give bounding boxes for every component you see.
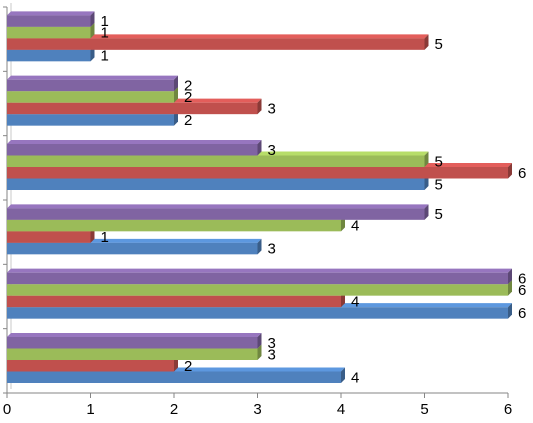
bar bbox=[7, 307, 508, 319]
data-label: 4 bbox=[351, 218, 359, 235]
data-label: 4 bbox=[351, 369, 359, 386]
bar bbox=[7, 49, 91, 62]
bar-top-face bbox=[7, 268, 512, 273]
data-label: 3 bbox=[268, 346, 276, 363]
x-tick-label: 0 bbox=[3, 401, 11, 418]
data-label: 2 bbox=[184, 358, 192, 375]
data-label: 2 bbox=[184, 112, 192, 129]
bar bbox=[7, 231, 91, 243]
data-label: 5 bbox=[435, 206, 443, 223]
bar bbox=[7, 360, 174, 372]
bar-end-face bbox=[257, 344, 262, 360]
bar-top-face bbox=[7, 11, 95, 16]
data-label: 3 bbox=[268, 100, 276, 117]
bar-top-face bbox=[7, 204, 429, 209]
bar bbox=[7, 371, 341, 383]
bar bbox=[7, 337, 258, 349]
data-label: 6 bbox=[518, 165, 526, 182]
bar-end-face bbox=[174, 87, 178, 103]
x-tick-label: 4 bbox=[337, 401, 345, 418]
bar-top-face bbox=[7, 75, 178, 80]
bar bbox=[7, 79, 174, 92]
bar bbox=[7, 15, 91, 27]
bar-end-face bbox=[508, 303, 512, 319]
bar-end-face bbox=[257, 333, 262, 349]
bar bbox=[7, 208, 425, 220]
bar-end-face bbox=[257, 98, 262, 115]
bar-end-face bbox=[257, 140, 262, 156]
x-tick-label: 5 bbox=[420, 401, 428, 418]
data-label: 5 bbox=[435, 153, 443, 170]
bar bbox=[7, 167, 508, 179]
data-label: 2 bbox=[184, 89, 192, 106]
bar bbox=[7, 38, 425, 50]
data-label: 2 bbox=[184, 77, 192, 94]
bar-end-face bbox=[424, 204, 429, 220]
x-tick-labels-group: 0 1 2 3 4 5 6 bbox=[3, 401, 512, 418]
bar-end-face bbox=[508, 163, 512, 179]
data-label: 3 bbox=[268, 142, 276, 159]
bar-end-face bbox=[508, 280, 512, 296]
bar-end-face bbox=[424, 151, 429, 167]
data-label: 5 bbox=[435, 176, 443, 193]
data-label: 5 bbox=[435, 36, 443, 53]
data-label: 1 bbox=[101, 229, 109, 246]
bar bbox=[7, 91, 174, 103]
bar-end-face bbox=[508, 268, 512, 285]
data-label: 6 bbox=[518, 305, 526, 322]
bar-end-face bbox=[90, 11, 95, 27]
bar-end-face bbox=[341, 367, 345, 383]
bar-top-face bbox=[7, 34, 429, 39]
data-label: 1 bbox=[101, 25, 109, 42]
bars-group bbox=[7, 11, 512, 383]
x-tick-label: 1 bbox=[86, 401, 94, 418]
bar bbox=[7, 155, 425, 167]
bar bbox=[7, 178, 425, 190]
data-label: 4 bbox=[351, 293, 359, 310]
bar bbox=[7, 284, 508, 296]
bar bbox=[7, 144, 258, 156]
data-label: 3 bbox=[268, 335, 276, 352]
bar-end-face bbox=[257, 238, 262, 255]
data-label: 3 bbox=[268, 241, 276, 258]
data-label: 1 bbox=[101, 13, 109, 30]
bar-top-face bbox=[7, 333, 262, 337]
bar-top-face bbox=[7, 140, 262, 144]
x-tick-label: 2 bbox=[170, 401, 178, 418]
data-label: 6 bbox=[518, 270, 526, 287]
data-label: 6 bbox=[518, 282, 526, 299]
x-tick-label: 6 bbox=[504, 401, 512, 418]
bar-end-face bbox=[90, 22, 95, 39]
bar bbox=[7, 348, 258, 360]
bar bbox=[7, 295, 341, 308]
bar bbox=[7, 242, 258, 255]
bar-end-face bbox=[424, 34, 429, 50]
data-label: 1 bbox=[101, 48, 109, 65]
bar bbox=[7, 26, 91, 39]
bar bbox=[7, 219, 341, 232]
bar bbox=[7, 272, 508, 285]
bar-end-face bbox=[174, 75, 178, 92]
axes-group bbox=[3, 3, 509, 398]
x-tick-label: 3 bbox=[253, 401, 261, 418]
bar bbox=[7, 114, 174, 126]
bar bbox=[7, 102, 258, 115]
